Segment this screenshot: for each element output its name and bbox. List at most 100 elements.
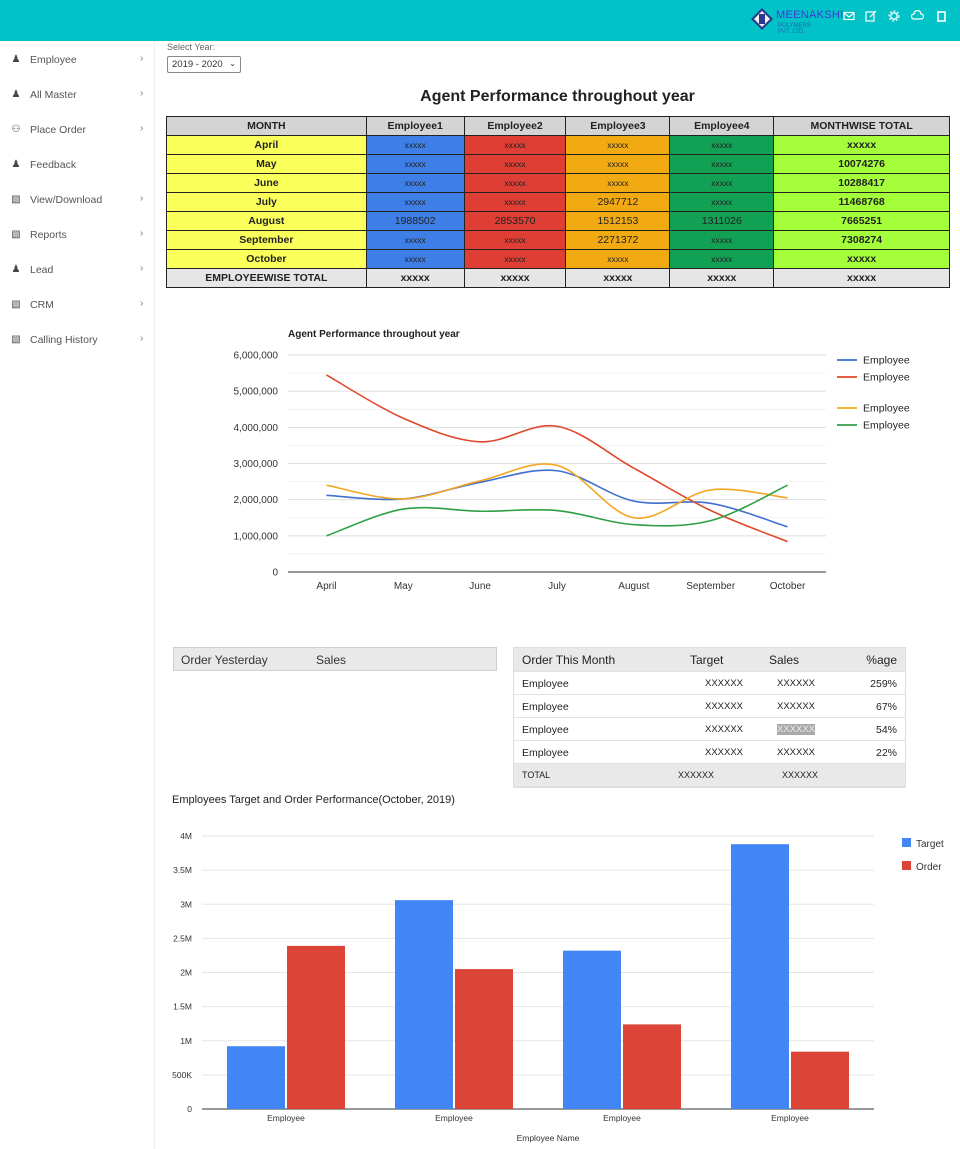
cell-e1: xxxxx: [365, 173, 465, 193]
cell-e2: xxxxx: [463, 249, 567, 269]
cell-e4: xxxxx: [669, 230, 775, 250]
mail-icon[interactable]: [840, 9, 858, 27]
sidebar-item-label: Reports: [30, 229, 67, 241]
cell-e2: xxxxx: [463, 154, 567, 174]
sidebar-item-crm[interactable]: ▧ CRM ›: [0, 293, 155, 317]
order-month-total-sales: XXXXXX: [782, 770, 819, 780]
bar-target: [227, 1046, 285, 1109]
cell-e1: xxxxx: [365, 135, 465, 155]
sidebar-item-place-order[interactable]: ⚇ Place Order ›: [0, 118, 155, 142]
edit-icon[interactable]: [862, 9, 880, 27]
x-tick-label: April: [316, 581, 336, 592]
cell-month: September: [166, 230, 367, 250]
legend-swatch: [902, 838, 911, 847]
chevron-right-icon: ›: [140, 53, 144, 64]
sidebar-item-label: View/Download: [30, 194, 103, 206]
total-cell-e2: xxxxx: [463, 268, 567, 288]
cell-total: 10288417: [773, 173, 950, 193]
col-header-month: MONTH: [166, 116, 367, 136]
legend-label: Employee: [863, 403, 910, 415]
order-month-target: XXXXXX: [705, 724, 744, 735]
y-tick-label: 0: [187, 1104, 192, 1114]
cell-e2: xxxxx: [463, 173, 567, 193]
order-month-col-pct: %age: [866, 653, 897, 667]
order-month-total-target: XXXXXX: [678, 770, 715, 780]
sidebar-item-reports[interactable]: ▧ Reports ›: [0, 223, 155, 247]
bar-target: [563, 950, 621, 1109]
sidebar-item-calling-history[interactable]: ▧ Calling History ›: [0, 328, 155, 352]
order-month-sales: XXXXXX: [777, 701, 816, 712]
cell-e4: xxxxx: [669, 135, 775, 155]
sidebar-item-feedback[interactable]: ♟ Feedback: [0, 153, 155, 177]
sidebar-item-employee[interactable]: ♟ Employee ›: [0, 48, 155, 72]
cell-e4: xxxxx: [669, 154, 775, 174]
total-cell-month: EMPLOYEEWISE TOTAL: [166, 268, 367, 288]
bar-chart: 0 500K 1M 1.5M 2M 2.5M 3M 3.5M 4M Employee Employe…: [172, 831, 944, 1143]
y-tick-label: 1M: [180, 1036, 192, 1046]
logo-mark-icon: [751, 8, 773, 30]
table-row: April xxxxx xxxxx xxxxx xxxxx xxxxx: [166, 135, 950, 155]
order-month-target: XXXXXX: [705, 701, 744, 712]
col-header-employee2: Employee2: [463, 116, 567, 136]
order-yesterday-sales-label: Sales: [316, 653, 347, 667]
cell-e3: 2271372: [565, 230, 671, 250]
y-tick-label: 2M: [180, 968, 192, 978]
chevron-down-icon: ⌄: [229, 59, 236, 68]
sidebar-item-label: CRM: [30, 299, 54, 311]
cloud-icon[interactable]: [908, 9, 926, 27]
order-month-row: Employee XXXXXX XXXXXX 54%: [514, 718, 905, 741]
table-row: August 1988502 2853570 1512153 1311026 766525…: [166, 211, 950, 231]
sidebar-item-label: Feedback: [30, 159, 77, 171]
bar-order: [287, 945, 345, 1109]
order-month-row: Employee XXXXXX XXXXXX 259%: [514, 672, 905, 695]
x-tick-label: August: [618, 581, 649, 592]
cell-e1: xxxxx: [365, 192, 465, 212]
series-line-3: [326, 463, 788, 519]
sidebar-item-label: Lead: [30, 264, 54, 276]
cell-total: 7665251: [773, 211, 950, 231]
cell-total: 11468768: [773, 192, 950, 212]
cell-total: 7308274: [773, 230, 950, 250]
order-month-col-sales: Sales: [769, 653, 800, 667]
bars-icon: ▧: [11, 334, 21, 345]
gear-icon[interactable]: [885, 9, 903, 27]
performance-table: MONTH Employee1 Employee2 Employee3 Empl…: [166, 116, 950, 288]
performance-table-title: Agent Performance throughout year: [420, 88, 695, 105]
order-yesterday-header: Order Yesterday Sales: [173, 647, 497, 671]
x-tick-label: June: [469, 581, 491, 592]
sidebar-item-lead[interactable]: ♟ Lead ›: [0, 258, 155, 282]
legend-label: Employee: [863, 355, 910, 367]
series-line-4: [326, 484, 788, 537]
x-tick-label: May: [394, 581, 413, 592]
sidebar-item-all-master[interactable]: ♟ All Master ›: [0, 83, 155, 107]
bar-chart-title: Employees Target and Order Performance(O…: [172, 794, 455, 806]
sidebar-item-view-download[interactable]: ▧ View/Download ›: [0, 188, 155, 212]
top-bar: MEENAKSHI POLYMERS PVT. LTD.: [0, 0, 960, 41]
year-select[interactable]: 2019 - 2020 ⌄: [167, 56, 241, 73]
y-tick-label: 1,000,000: [234, 531, 279, 542]
y-tick-label: 3,000,000: [234, 459, 279, 470]
table-row: May xxxxx xxxxx xxxxx xxxxx 10074276: [166, 154, 950, 174]
order-month-sales: XXXXXX: [777, 724, 816, 735]
cell-e1: 1988502: [365, 211, 465, 231]
cell-e2: 2853570: [463, 211, 567, 231]
order-month-pct: 67%: [875, 701, 897, 713]
person-icon: ♟: [11, 89, 21, 100]
col-header-monthwise-total: MONTHWISE TOTAL: [773, 116, 950, 136]
employeewise-total-row: EMPLOYEEWISE TOTAL xxxxx xxxxx xxxxx xxxxx xx…: [166, 268, 950, 288]
bar-order: [791, 1051, 849, 1109]
x-tick-label: Employee: [435, 1113, 473, 1123]
cell-e4: xxxxx: [669, 192, 775, 212]
cell-e4: xxxxx: [669, 249, 775, 269]
table-row: October xxxxx xxxxx xxxxx xxxxx xxxxx: [166, 249, 950, 269]
company-logo[interactable]: MEENAKSHI POLYMERS PVT. LTD.: [750, 5, 843, 35]
user-icon[interactable]: [932, 9, 950, 27]
bar-target: [731, 844, 789, 1109]
total-cell-e4: xxxxx: [669, 268, 775, 288]
order-month-header: Order This Month Target Sales %age: [514, 648, 905, 672]
cell-month: May: [166, 154, 367, 174]
order-month-employee: Employee: [522, 747, 569, 759]
x-tick-label: July: [548, 581, 566, 592]
cell-e3: xxxxx: [565, 249, 671, 269]
person-icon: ♟: [11, 54, 21, 65]
